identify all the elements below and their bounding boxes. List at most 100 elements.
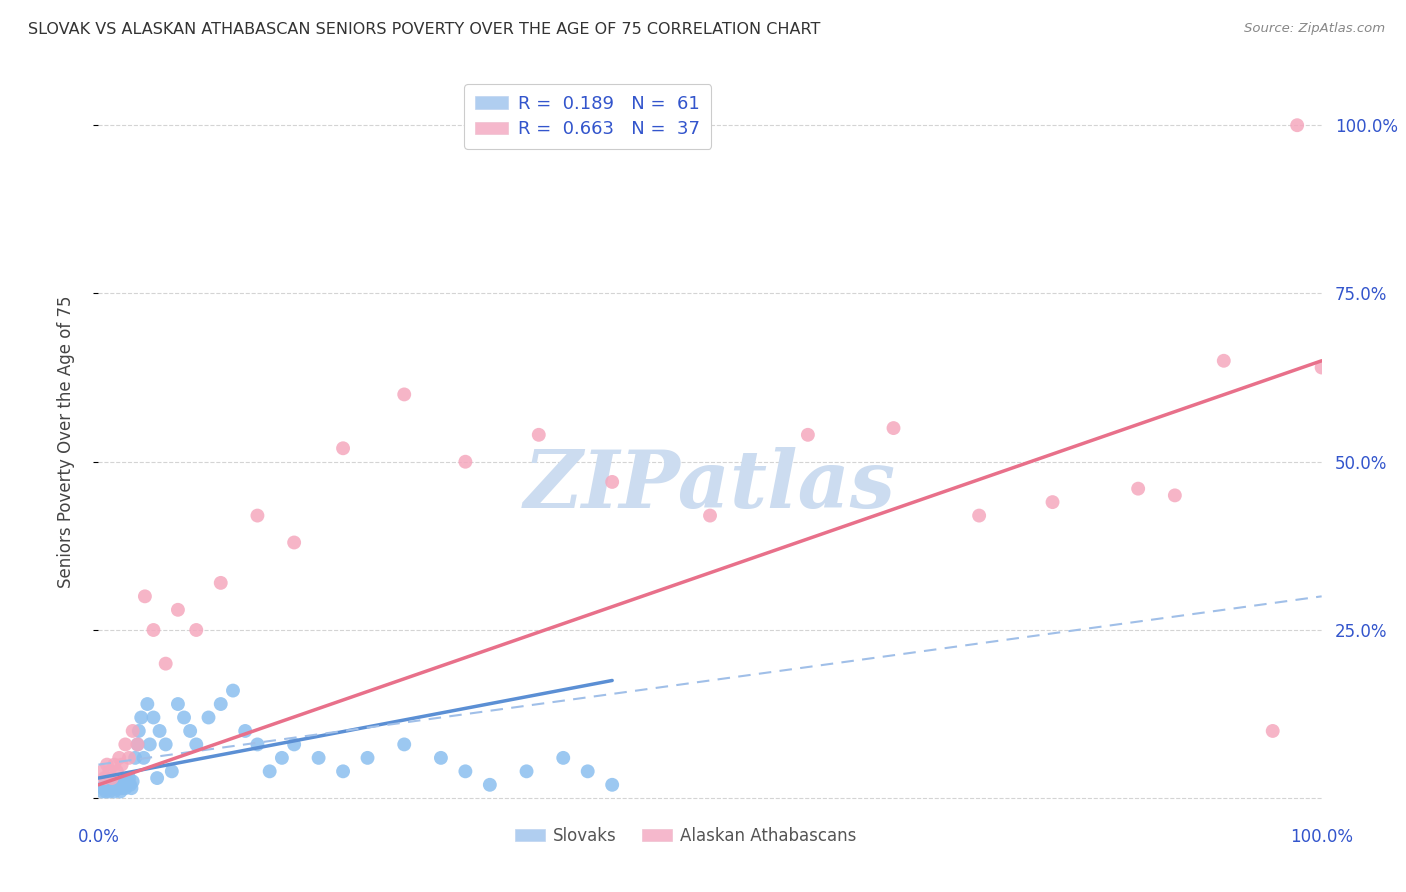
Point <box>173 710 195 724</box>
Point <box>454 764 477 779</box>
Point <box>94 784 117 798</box>
Point <box>111 781 134 796</box>
Point <box>132 751 155 765</box>
Point <box>553 751 575 765</box>
Point <box>259 764 281 779</box>
Point <box>146 771 169 785</box>
Point <box>105 764 128 779</box>
Point <box>332 764 354 779</box>
Point <box>160 764 183 779</box>
Point <box>1212 353 1234 368</box>
Point <box>883 421 905 435</box>
Point <box>392 738 416 752</box>
Point <box>105 778 128 792</box>
Point <box>110 784 132 798</box>
Point <box>117 774 139 789</box>
Point <box>108 778 131 792</box>
Point <box>121 723 143 738</box>
Point <box>600 475 623 489</box>
Point <box>128 723 150 738</box>
Point <box>107 781 129 796</box>
Text: Source: ZipAtlas.com: Source: ZipAtlas.com <box>1244 22 1385 36</box>
Point <box>1042 495 1064 509</box>
Point <box>111 774 134 789</box>
Point <box>1310 360 1333 375</box>
Text: SLOVAK VS ALASKAN ATHABASCAN SENIORS POVERTY OVER THE AGE OF 75 CORRELATION CHAR: SLOVAK VS ALASKAN ATHABASCAN SENIORS POV… <box>28 22 821 37</box>
Point <box>91 781 114 796</box>
Point <box>308 751 330 765</box>
Point <box>186 623 208 637</box>
Point <box>167 603 190 617</box>
Point <box>120 778 142 792</box>
Point <box>699 508 721 523</box>
Point <box>93 771 115 785</box>
Point <box>127 738 149 752</box>
Point <box>222 683 245 698</box>
Point <box>1261 723 1284 738</box>
Point <box>120 781 142 796</box>
Point <box>101 774 124 789</box>
Point <box>1164 488 1187 502</box>
Point <box>96 757 118 772</box>
Point <box>129 710 152 724</box>
Point <box>332 442 354 456</box>
Point <box>108 751 131 765</box>
Point <box>91 784 114 798</box>
Point <box>134 590 156 604</box>
Point <box>101 778 124 792</box>
Point <box>515 764 537 779</box>
Point <box>527 427 550 442</box>
Point <box>142 710 165 724</box>
Point <box>114 781 136 796</box>
Point <box>186 738 208 752</box>
Point <box>118 751 141 765</box>
Point <box>121 774 143 789</box>
Point <box>124 751 146 765</box>
Point <box>1128 482 1150 496</box>
Point <box>179 723 201 738</box>
Point <box>98 784 121 798</box>
Point <box>430 751 453 765</box>
Point <box>115 778 138 792</box>
Point <box>392 387 416 401</box>
Point <box>797 427 820 442</box>
Point <box>98 764 121 779</box>
Point <box>576 764 599 779</box>
Point <box>167 697 190 711</box>
Text: ZIPatlas: ZIPatlas <box>524 447 896 524</box>
Point <box>104 781 127 796</box>
Point <box>209 697 232 711</box>
Point <box>103 757 125 772</box>
Point <box>111 757 134 772</box>
Point <box>209 575 232 590</box>
Point <box>142 623 165 637</box>
Point <box>197 710 219 724</box>
Point <box>967 508 990 523</box>
Point <box>155 738 177 752</box>
Point <box>112 778 135 792</box>
Legend: Slovaks, Alaskan Athabascans: Slovaks, Alaskan Athabascans <box>508 820 863 852</box>
Point <box>114 738 136 752</box>
Point <box>454 455 477 469</box>
Point <box>101 771 124 785</box>
Point <box>478 778 501 792</box>
Point <box>136 697 159 711</box>
Point <box>96 781 118 796</box>
Point <box>139 738 162 752</box>
Point <box>600 778 623 792</box>
Point <box>118 771 141 785</box>
Point <box>233 723 256 738</box>
Point <box>246 738 269 752</box>
Point <box>100 781 122 796</box>
Point <box>149 723 172 738</box>
Point <box>283 535 305 549</box>
Point <box>127 738 149 752</box>
Point <box>91 764 114 779</box>
Point <box>155 657 177 671</box>
Point <box>97 778 120 792</box>
Point <box>246 508 269 523</box>
Point <box>1286 118 1309 132</box>
Point <box>283 738 305 752</box>
Point <box>270 751 294 765</box>
Point <box>93 778 115 792</box>
